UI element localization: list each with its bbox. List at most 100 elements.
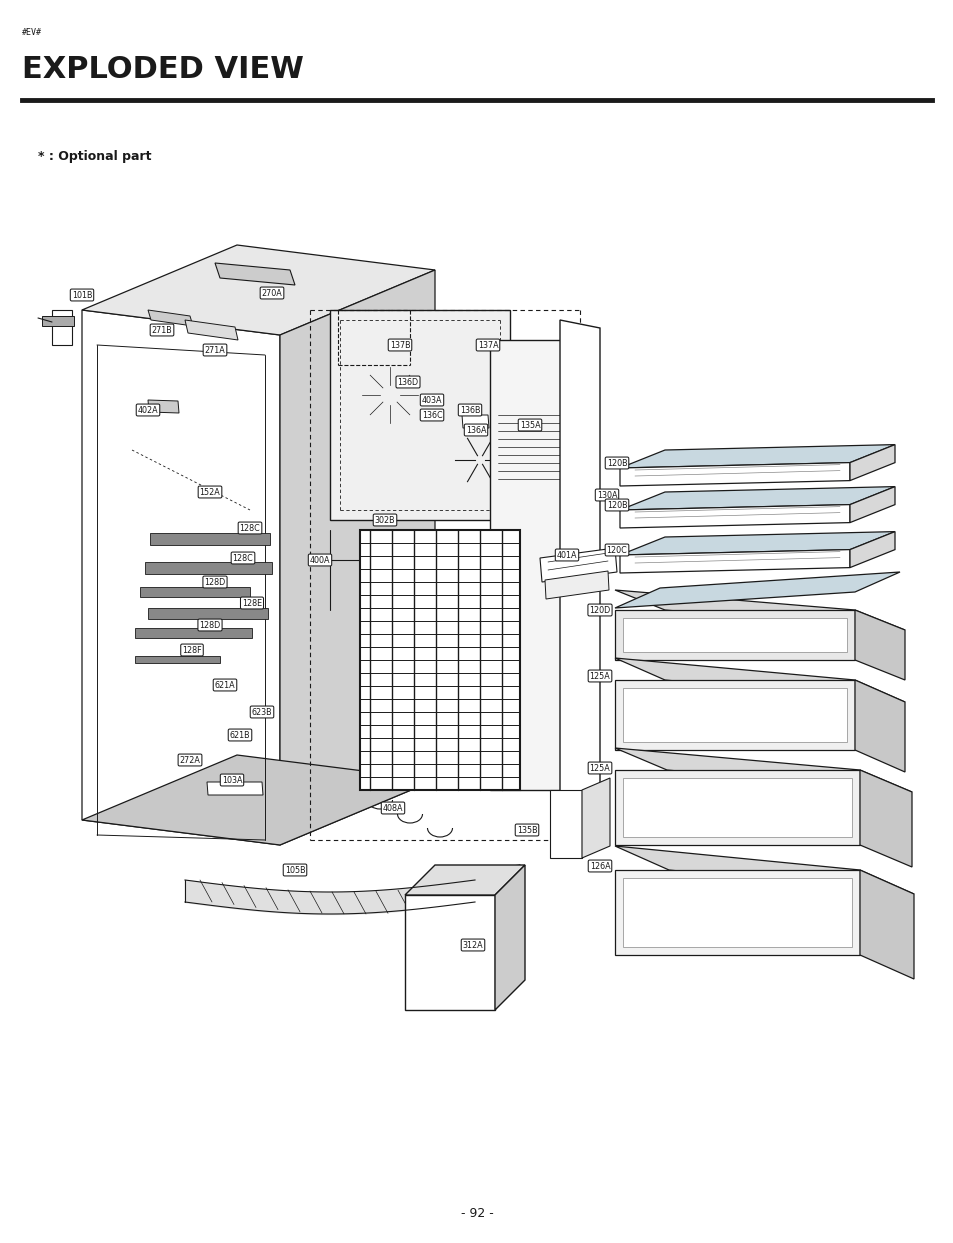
Polygon shape [140,587,250,597]
Circle shape [381,387,397,403]
Polygon shape [359,530,519,791]
Polygon shape [559,319,599,840]
Polygon shape [619,532,894,556]
Polygon shape [619,549,849,573]
Text: 403A: 403A [421,395,442,404]
Polygon shape [619,462,849,486]
Text: 271B: 271B [152,326,172,334]
Text: - 92 -: - 92 - [460,1207,493,1219]
Polygon shape [405,865,524,895]
Circle shape [441,433,461,452]
Text: 270A: 270A [261,288,282,297]
Text: 312A: 312A [462,941,483,950]
Polygon shape [615,610,854,660]
Text: 400A: 400A [310,556,330,564]
Polygon shape [52,310,71,346]
Text: 402A: 402A [137,405,158,414]
Polygon shape [280,270,435,845]
Text: 136A: 136A [465,425,486,435]
Text: 101B: 101B [71,291,92,300]
Polygon shape [615,590,904,630]
Polygon shape [150,533,270,544]
Polygon shape [619,505,849,528]
Text: 135B: 135B [517,825,537,834]
Text: 125A: 125A [589,763,610,772]
Polygon shape [615,680,854,750]
Circle shape [184,756,195,768]
Polygon shape [859,870,913,979]
Polygon shape [849,532,894,568]
Circle shape [223,733,233,743]
Polygon shape [544,571,608,599]
Text: 137B: 137B [389,341,410,349]
Polygon shape [581,778,609,858]
Polygon shape [148,400,179,413]
Text: 401A: 401A [557,551,577,559]
Text: 271A: 271A [204,346,225,354]
Text: 120D: 120D [589,605,610,614]
Polygon shape [490,341,569,791]
Polygon shape [615,769,859,845]
Text: 272A: 272A [179,756,200,764]
Text: 130A: 130A [597,491,617,500]
Polygon shape [849,486,894,522]
Polygon shape [82,310,280,845]
Circle shape [423,406,452,434]
Polygon shape [477,865,521,910]
Polygon shape [854,680,904,772]
Polygon shape [145,562,272,574]
Polygon shape [615,846,913,894]
Polygon shape [622,878,851,947]
Polygon shape [185,319,237,341]
Text: 126A: 126A [589,861,610,870]
Text: 621B: 621B [230,731,250,740]
Polygon shape [622,687,846,742]
Text: 105B: 105B [284,865,305,875]
Polygon shape [82,755,435,845]
Polygon shape [495,865,524,1011]
Text: 128D: 128D [204,578,226,587]
Polygon shape [82,245,435,336]
Circle shape [243,713,253,723]
Text: 103A: 103A [221,776,242,784]
Polygon shape [405,895,495,1011]
Polygon shape [619,445,894,469]
Circle shape [432,414,443,426]
Polygon shape [135,628,252,638]
Polygon shape [207,782,263,796]
Text: 128C: 128C [239,523,260,532]
Polygon shape [615,748,911,792]
Text: 136B: 136B [459,405,479,414]
Polygon shape [854,610,904,680]
Polygon shape [550,791,581,858]
Text: 128D: 128D [199,620,220,629]
Circle shape [324,577,339,593]
Circle shape [436,941,463,970]
Text: 136D: 136D [397,378,418,387]
Text: 120C: 120C [606,546,627,554]
Circle shape [444,950,455,960]
Text: 136C: 136C [421,410,442,419]
Polygon shape [148,608,268,619]
Polygon shape [615,870,859,955]
Text: 120B: 120B [606,501,627,510]
Polygon shape [622,618,846,653]
Text: 152A: 152A [199,487,220,496]
Polygon shape [42,316,74,326]
Text: #EV#: #EV# [22,29,42,37]
Text: EXPLODED VIEW: EXPLODED VIEW [22,55,304,85]
Polygon shape [615,572,899,608]
Polygon shape [330,310,510,520]
Polygon shape [214,264,294,285]
Polygon shape [622,778,851,837]
Polygon shape [148,310,193,326]
Circle shape [350,355,430,435]
Polygon shape [619,486,894,510]
Text: 128F: 128F [182,645,202,655]
Text: * : Optional part: * : Optional part [38,150,152,163]
Polygon shape [849,445,894,481]
Text: 408A: 408A [382,803,403,813]
Text: 137A: 137A [477,341,497,349]
Text: 128C: 128C [233,553,253,563]
Polygon shape [615,658,904,702]
